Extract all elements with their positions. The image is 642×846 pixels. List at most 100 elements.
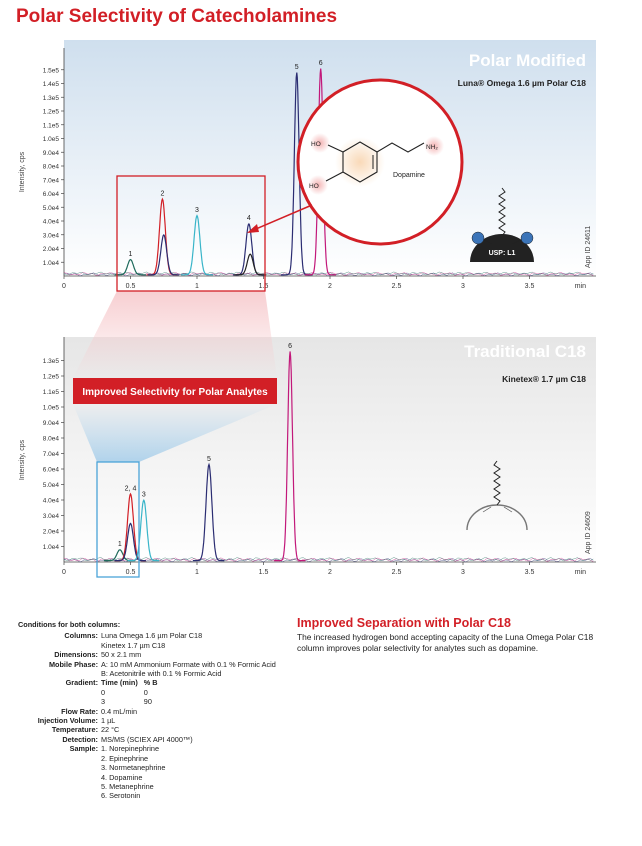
top-peak-trace — [147, 234, 180, 276]
ho-highlight-2 — [308, 175, 328, 195]
top-peak-label: 3 — [195, 207, 199, 214]
bottom-y-tick-label: 1.0e5 — [43, 405, 60, 412]
cond-mobile-row-2: B: Acetonitrile with 0.1 % Formic Acid — [18, 669, 308, 678]
cond-injection-row: Injection Volume: 1 µL — [18, 716, 308, 725]
bottom-x-tick-label: 2 — [328, 569, 332, 576]
bottom-x-tick-label: 0.5 — [126, 569, 136, 576]
top-x-tick-label: 3 — [461, 283, 465, 290]
cond-temperature-row: Temperature: 22 °C — [18, 725, 308, 734]
polar-c18-column-icon: USP: L1 — [470, 187, 534, 262]
conditions-panel: Conditions for both columns: Columns: Lun… — [18, 620, 308, 801]
top-y-tick-label: 8.0e4 — [43, 164, 60, 171]
bottom-baseline-trace — [63, 558, 594, 563]
grad-cell: 0 — [143, 687, 148, 697]
cond-sample-row: 6. Serotonin — [18, 791, 308, 800]
nh2-highlight — [424, 136, 444, 156]
bottom-y-tick-label: 4.0e4 — [43, 498, 60, 505]
top-y-tick-label: 2.0e4 — [43, 246, 60, 253]
bottom-peak-label: 3 — [142, 492, 146, 499]
cond-sample-row: 3. Normetanephrine — [18, 763, 308, 772]
cond-value: 3. Normetanephrine — [101, 763, 166, 773]
top-x-tick-label: 2 — [328, 283, 332, 290]
grad-cell: 3 — [101, 697, 106, 707]
top-y-tick-label: 1.4e5 — [43, 81, 60, 88]
bottom-panel-title: Traditional C18 — [464, 342, 586, 361]
structure-arrowhead — [247, 224, 259, 233]
top-y-tick-label: 9.0e4 — [43, 150, 60, 157]
bottom-y-tick-label: 9.0e4 — [43, 420, 60, 427]
gradient-table: Time (min) % B 0 0 3 90 — [101, 678, 164, 706]
cond-value: B: Acetonitrile with 0.1 % Formic Acid — [101, 669, 222, 679]
cond-sample-row: 5. Metanephrine — [18, 782, 308, 791]
bottom-y-tick-label: 3.0e4 — [43, 513, 60, 520]
structure-name: Dopamine — [393, 172, 425, 179]
top-x-tick-label: 1 — [195, 283, 199, 290]
bottom-y-tick-label: 1.2e5 — [43, 374, 60, 381]
top-x-tick-label: 0.5 — [126, 283, 136, 290]
dopamine-structure: HO HO NH₂ Dopamine — [247, 78, 464, 246]
bottom-peak-trace — [193, 462, 225, 562]
ho-highlight-1 — [310, 133, 330, 153]
chromatogram-figure: Polar Modified Luna® Omega 1.6 µm Polar … — [19, 40, 596, 578]
c18-column-icon — [466, 460, 528, 531]
bottom-peak-trace — [274, 351, 306, 562]
top-y-tick-label: 1.3e5 — [43, 95, 60, 102]
top-peak-label: 2 — [160, 190, 164, 197]
ho-label-2: HO — [309, 183, 319, 190]
top-app-id: App ID 24611 — [585, 226, 592, 268]
zoom-funnel-bottom — [73, 404, 277, 462]
top-y-tick-label: 1.2e5 — [43, 109, 60, 116]
cond-mobile-row: Mobile Phase: A: 10 mM Ammonium Formate w… — [18, 660, 308, 669]
bottom-panel-subtitle: Kinetex® 1.7 µm C18 — [502, 374, 586, 384]
bottom-peak-trace — [114, 522, 146, 562]
callout-text: Improved Selectivity for Polar Analytes — [82, 387, 268, 398]
nh2-label: NH₂ — [426, 144, 438, 151]
bottom-y-tick-label: 6.0e4 — [43, 467, 60, 474]
bottom-y-tick-label: 1.3e5 — [43, 358, 60, 365]
top-x-tick-label: 2.5 — [392, 283, 402, 290]
cond-value: 4. Dopamine — [101, 772, 143, 782]
cond-label: Detection: — [62, 734, 98, 744]
top-y-tick-label: 5.0e4 — [43, 205, 60, 212]
cond-sample-row: 4. Dopamine — [18, 773, 308, 782]
bottom-y-axis-title: Intensity, cps — [19, 439, 26, 480]
top-peak-trace — [181, 214, 213, 276]
zoom-funnel-top — [73, 291, 277, 378]
cond-value: MS/MS (SCIEX API 4000™) — [101, 734, 193, 744]
top-x-tick-label: 3.5 — [525, 283, 535, 290]
page-title: Polar Selectivity of Catecholamines — [16, 6, 338, 27]
conditions-header: Conditions for both columns: — [18, 620, 121, 629]
cond-label: Columns: — [64, 631, 98, 641]
top-peak-label: 1 — [129, 251, 133, 258]
cond-label: Gradient: — [65, 678, 98, 688]
cond-detection-row: Detection: MS/MS (SCIEX API 4000™) — [18, 735, 308, 744]
top-peak-label: 5 — [295, 64, 299, 71]
top-x-tick-label: 1.5 — [259, 283, 269, 290]
cond-columns-row-2: Kinetex 1.7 µm C18 — [18, 641, 308, 650]
ho-label-1: HO — [311, 141, 321, 148]
bottom-zoom-box — [96, 461, 140, 578]
selectivity-text: Improved Separation with Polar C18 The i… — [297, 616, 597, 653]
cond-value: 6. Serotonin — [101, 791, 141, 801]
bottom-y-origin-label: 0 — [62, 569, 66, 576]
cond-columns-row: Columns: Luna Omega 1.6 µm Polar C18 — [18, 631, 308, 640]
cond-flow-row: Flow Rate: 0.4 mL/min — [18, 707, 308, 716]
bottom-peak-trace — [127, 498, 160, 562]
bottom-peak-label: 6 — [288, 343, 292, 350]
cond-value: 22 °C — [101, 725, 120, 735]
selectivity-title: Improved Separation with Polar C18 — [297, 616, 511, 630]
side-chain — [376, 142, 425, 153]
cond-label: Flow Rate: — [61, 706, 98, 716]
grad-cell: 0 — [101, 687, 106, 697]
bottom-axes: 0 1.0e4 2.0e4 3.0e4 4.0e4 5.0e4 6.0e4 7.0e4 8.0e… — [43, 337, 596, 576]
cond-label: Dimensions: — [54, 650, 98, 660]
grad-cell: 90 — [143, 697, 152, 707]
top-peak-trace — [114, 258, 146, 276]
top-y-tick-label: 1.0e4 — [43, 260, 60, 267]
top-zoom-box — [116, 175, 266, 292]
top-peak-label: 6 — [319, 60, 323, 67]
top-y-tick-label: 4.0e4 — [43, 219, 60, 226]
bottom-x-tick-label: 1 — [195, 569, 199, 576]
bottom-x-tick-label: 3.5 — [525, 569, 535, 576]
cond-label: Sample: — [69, 744, 98, 754]
